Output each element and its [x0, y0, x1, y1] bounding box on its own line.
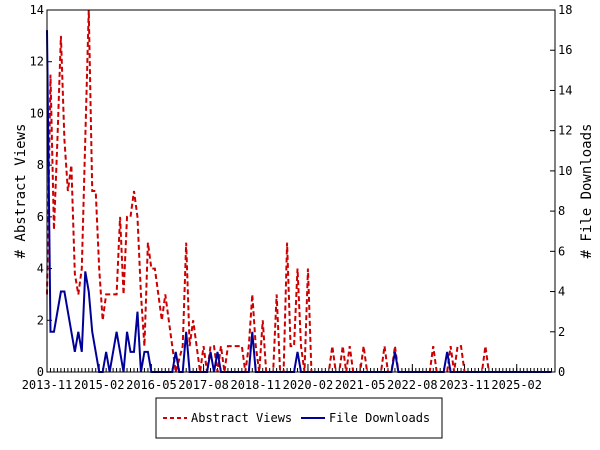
x-tick-label: 2018-11 [230, 378, 281, 392]
x-tick-label: 2016-05 [126, 378, 177, 392]
y-left-tick-label: 4 [37, 262, 44, 276]
y-left-tick-label: 0 [37, 365, 44, 379]
x-tick-label: 2021-05 [335, 378, 386, 392]
x-tick-label: 2022-08 [387, 378, 438, 392]
x-tick-label: 2017-08 [178, 378, 229, 392]
y-left-tick-label: 10 [30, 106, 44, 120]
y-right-tick-label: 4 [558, 285, 565, 299]
y-right-tick-label: 2 [558, 325, 565, 339]
y-right-tick-label: 6 [558, 244, 565, 258]
x-tick-label: 2015-02 [74, 378, 125, 392]
tick-layer: 2013-11 2015-02 2016-05 2017-08 2018-11 2020-… [22, 3, 573, 392]
x-tick-label: 2025-02 [491, 378, 542, 392]
plot-frame [46, 9, 556, 373]
y-right-tick-label: 10 [558, 164, 572, 178]
y-right-tick-label: 18 [558, 3, 572, 17]
y-right-tick-label: 0 [558, 365, 565, 379]
series-line-abstract-views [46, 9, 552, 373]
y-right-tick-label: 8 [558, 204, 565, 218]
x-tick-label: 2013-11 [22, 378, 73, 392]
left-axis-title: # Abstract Views [13, 124, 29, 259]
y-left-tick-label: 8 [37, 158, 44, 172]
y-left-tick-label: 12 [30, 55, 44, 69]
legend: Abstract Views File Downloads [155, 397, 443, 439]
legend-box [155, 397, 443, 439]
y-left-tick-label: 6 [37, 210, 44, 224]
x-tick-label: 2023-11 [439, 378, 490, 392]
y-right-tick-label: 16 [558, 43, 572, 57]
y-right-tick-label: 12 [558, 124, 572, 138]
x-tick-label: 2020-02 [283, 378, 334, 392]
y-left-tick-label: 14 [30, 3, 44, 17]
y-right-tick-label: 14 [558, 83, 572, 97]
series-layer [46, 9, 552, 373]
legend-label-abstract-views: Abstract Views [191, 411, 292, 425]
y-left-tick-label: 2 [37, 313, 44, 327]
legend-label-file-downloads: File Downloads [329, 411, 430, 425]
right-axis-title: # File Downloads [579, 124, 595, 259]
